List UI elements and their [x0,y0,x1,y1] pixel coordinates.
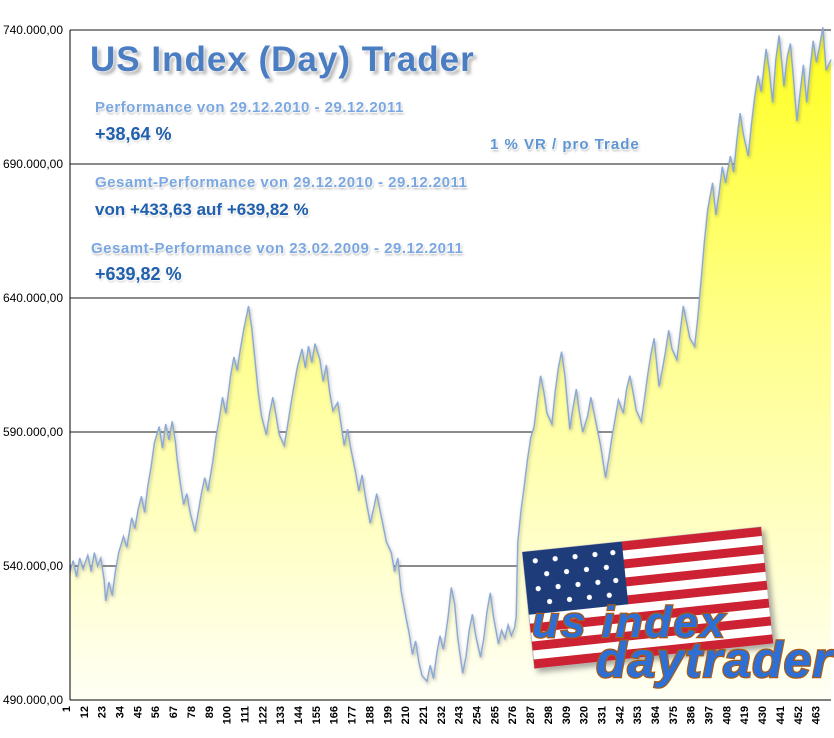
x-tick-label: 408 [721,706,733,724]
x-tick-label: 276 [507,706,519,724]
x-tick-label: 232 [436,706,448,724]
x-tick-label: 78 [186,706,198,718]
flag-stars [532,550,619,605]
x-tick-label: 331 [596,706,608,724]
y-tick-label: 640.000,00 [3,291,63,305]
x-tick-label: 430 [757,706,769,724]
x-tick-label: 342 [614,706,626,724]
x-tick-label: 34 [115,705,127,718]
risk-per-trade-note: 1 % VR / pro Trade [490,136,640,153]
x-tick-label: 199 [382,706,394,724]
gesamt-performance-period1-value: von +433,63 auf +639,82 % [95,200,309,219]
x-tick-label: 67 [168,706,180,718]
gesamt-performance-period2-value: +639,82 % [95,264,182,284]
x-tick-label: 298 [543,706,555,724]
x-tick-label: 144 [293,705,305,724]
x-tick-label: 177 [347,706,359,724]
x-tick-label: 243 [454,706,466,724]
x-tick-label: 12 [79,706,91,718]
logo-text-us-index: us index [532,598,727,647]
x-tick-label: 1 [61,706,73,712]
logo-text-daytrader: daytrader [596,632,834,688]
gesamt-performance-period2-label: Gesamt-Performance von 23.02.2009 - 29.1… [91,240,464,257]
performance-period-label: Performance von 29.12.2010 - 29.12.2011 [95,99,404,116]
area-series [70,27,831,701]
x-tick-label: 364 [650,705,662,724]
x-tick-label: 419 [739,706,751,724]
daytrader-logo: us index daytrader [521,526,834,689]
x-tick-label: 397 [704,706,716,724]
x-tick-label: 122 [257,706,269,724]
x-tick-label: 45 [132,706,144,718]
performance-value: +38,64 % [95,124,172,144]
y-tick-label: 590.000,00 [3,425,63,439]
series-outline [69,27,832,683]
x-tick-label: 23 [97,706,109,718]
x-tick-label: 441 [775,706,787,724]
x-tick-label: 452 [793,706,805,724]
x-tick-label: 111 [239,706,251,723]
x-tick-label: 133 [275,706,287,724]
x-tick-label: 100 [222,706,234,724]
x-tick-label: 287 [525,706,537,724]
x-tick-label: 188 [364,706,376,724]
x-tick-label: 56 [150,706,162,718]
x-tick-label: 89 [204,706,216,718]
x-tick-label: 320 [579,706,591,724]
y-tick-label: 690.000,00 [3,157,63,171]
x-tick-label: 309 [561,706,573,724]
us-flag-icon [521,526,774,669]
x-tick-label: 254 [472,705,484,724]
page-title: US Index (Day) Trader [90,40,475,79]
x-tick-label: 375 [668,706,680,724]
y-tick-label: 740.000,00 [3,23,63,37]
y-tick-label: 540.000,00 [3,559,63,573]
x-tick-label: 155 [311,706,323,724]
x-tick-label: 463 [811,706,823,724]
x-tick-label: 265 [489,706,501,724]
x-tick-label: 221 [418,706,430,724]
y-tick-label: 490.000,00 [3,693,63,707]
x-tick-label: 353 [632,706,644,724]
gesamt-performance-period1-label: Gesamt-Performance von 29.12.2010 - 29.1… [95,174,468,191]
x-tick-label: 166 [329,706,341,724]
x-tick-label: 210 [400,706,412,724]
x-tick-label: 386 [686,706,698,724]
